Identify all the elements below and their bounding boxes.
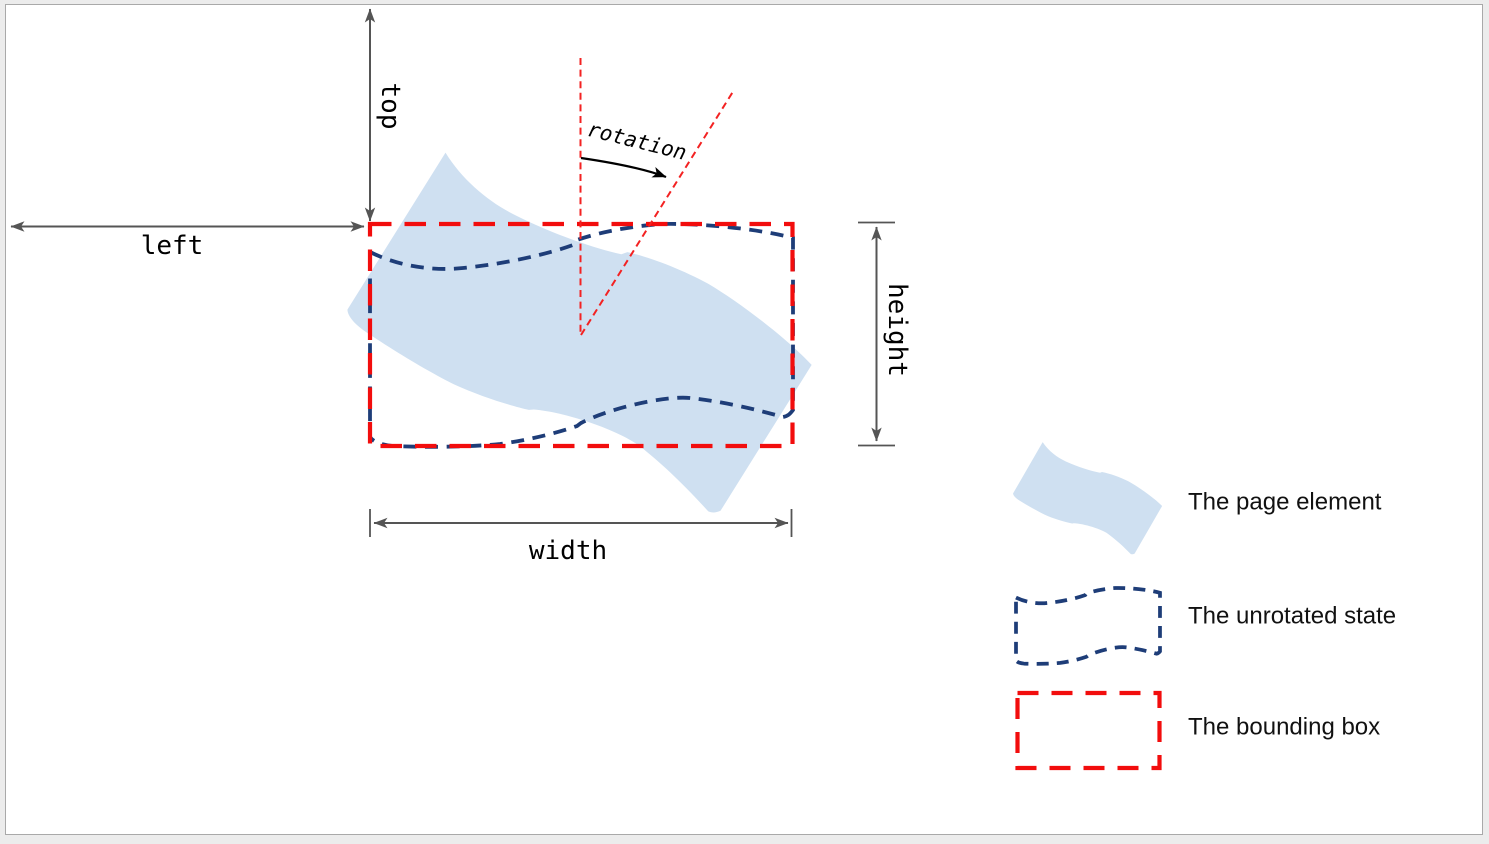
top-label: top — [375, 83, 405, 130]
width-label: width — [529, 536, 607, 566]
bounding-box-swatch-icon — [1015, 690, 1162, 771]
rotation-angle-line — [580, 89, 735, 336]
diagram: rotation top left height width — [10, 8, 912, 566]
unrotated-state-swatch-icon — [1014, 586, 1162, 666]
legend-item-bounding-box: The bounding box — [1015, 690, 1380, 771]
rotation-arc-arrow — [580, 156, 667, 179]
legend-item-page-element: The page element — [1011, 434, 1382, 564]
left-label: left — [141, 231, 204, 261]
rotation-label: rotation — [585, 117, 689, 165]
legend-label-unrotated-state: The unrotated state — [1188, 603, 1396, 630]
page-element-swatch-icon — [1011, 434, 1165, 564]
legend-label-page-element: The page element — [1188, 489, 1382, 516]
legend-item-unrotated-state: The unrotated state — [1014, 586, 1396, 666]
height-label: height — [882, 283, 912, 377]
legend-label-bounding-box: The bounding box — [1188, 714, 1380, 741]
legend: The page element The unrotated state The… — [1011, 434, 1396, 771]
